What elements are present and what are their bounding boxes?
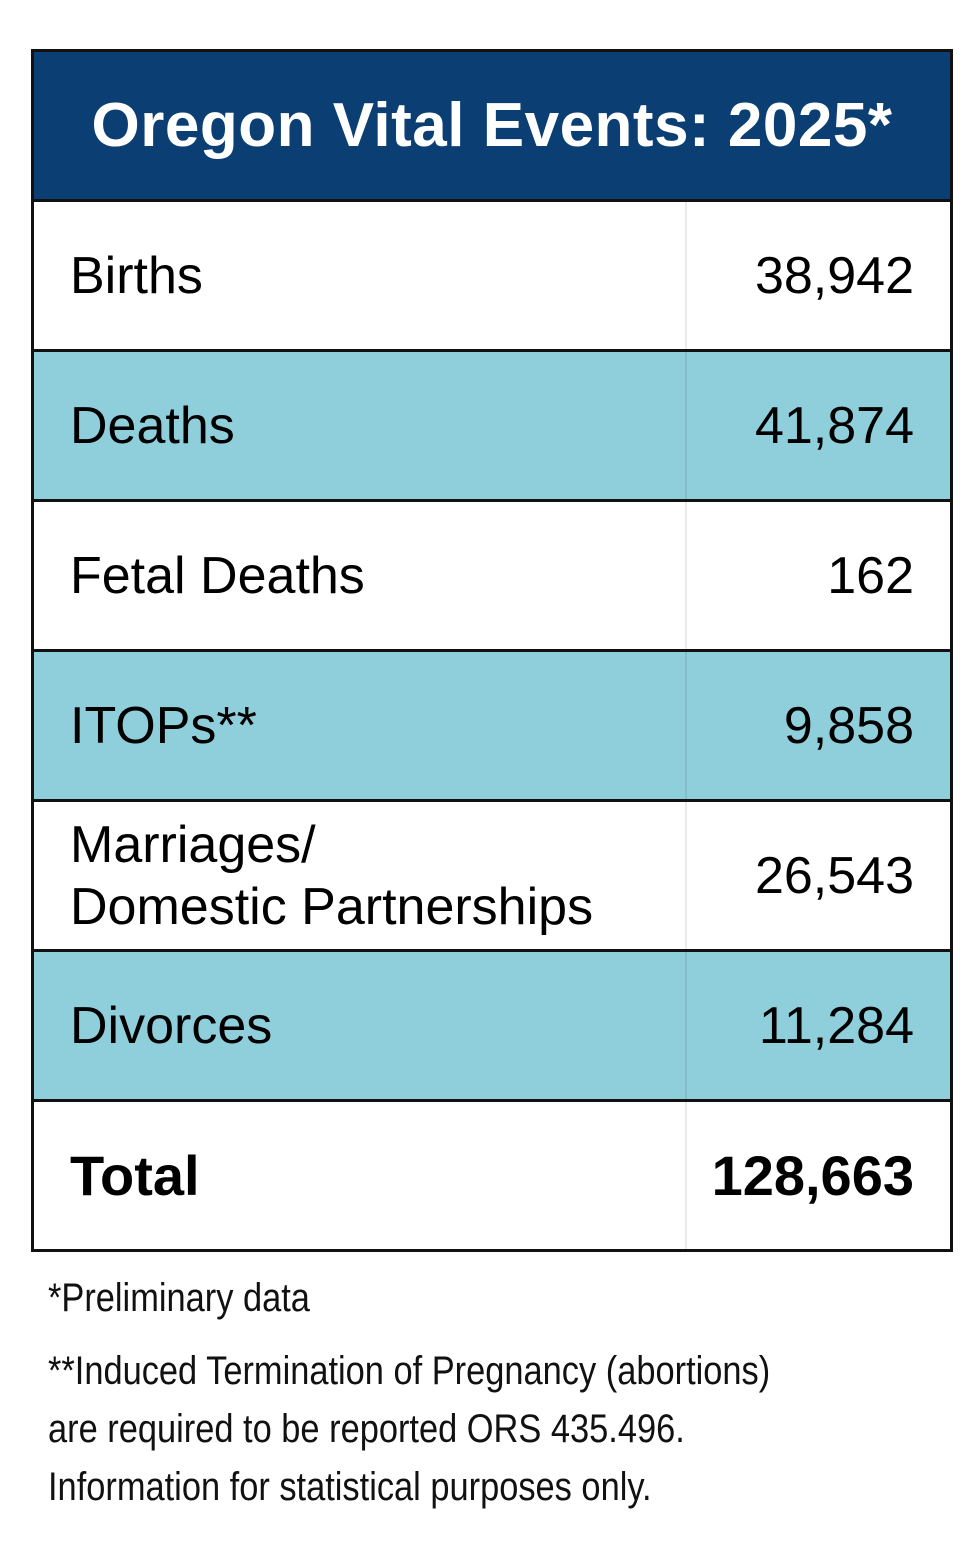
row-value: 41,874 [754, 396, 914, 455]
table-row-total: Total 128,663 [34, 1102, 950, 1249]
table-header: Oregon Vital Events: 2025* [34, 52, 950, 202]
footnote-itop-line-2: are required to be reported ORS 435.496. [48, 1407, 685, 1451]
column-divider [685, 652, 687, 799]
table-row-fetal-deaths: Fetal Deaths 162 [34, 502, 950, 652]
total-value: 128,663 [711, 1144, 914, 1207]
row-value: 162 [827, 546, 914, 605]
table-row-births: Births 38,942 [34, 202, 950, 352]
row-value: 9,858 [783, 696, 914, 755]
table-row-deaths: Deaths 41,874 [34, 352, 950, 502]
row-label-line-2: Domestic Partnerships [70, 877, 594, 936]
column-divider [685, 202, 687, 349]
column-divider [685, 502, 687, 649]
footnote-preliminary: *Preliminary data [48, 1276, 310, 1320]
row-label: Births [70, 246, 203, 305]
row-label-line-1: Marriages/ [70, 815, 316, 874]
row-label: Fetal Deaths [70, 546, 365, 605]
footnote-itop: **Induced Termination of Pregnancy (abor… [48, 1342, 925, 1516]
row-value: 26,543 [754, 846, 914, 905]
table-row-marriages: Marriages/ Domestic Partnerships 26,543 [34, 802, 950, 952]
row-value: 11,284 [758, 996, 914, 1055]
row-label: Marriages/ Domestic Partnerships [34, 802, 685, 949]
footnote-itop-line-3: Information for statistical purposes onl… [48, 1465, 652, 1509]
vital-events-table: Oregon Vital Events: 2025* Births 38,942… [31, 49, 953, 1252]
row-label: Deaths [70, 396, 235, 455]
table-title: Oregon Vital Events: 2025* [91, 91, 893, 160]
column-divider [685, 952, 687, 1099]
total-label: Total [70, 1143, 200, 1207]
row-value: 38,942 [754, 246, 914, 305]
row-label: Divorces [70, 996, 273, 1055]
table-row-itops: ITOPs** 9,858 [34, 652, 950, 802]
table-row-divorces: Divorces 11,284 [34, 952, 950, 1102]
column-divider [685, 802, 687, 949]
column-divider [685, 352, 687, 499]
column-divider [685, 1102, 687, 1249]
footnote-itop-line-1: **Induced Termination of Pregnancy (abor… [48, 1349, 771, 1393]
footnotes: *Preliminary data **Induced Termination … [48, 1270, 822, 1516]
row-label: ITOPs** [70, 696, 257, 755]
